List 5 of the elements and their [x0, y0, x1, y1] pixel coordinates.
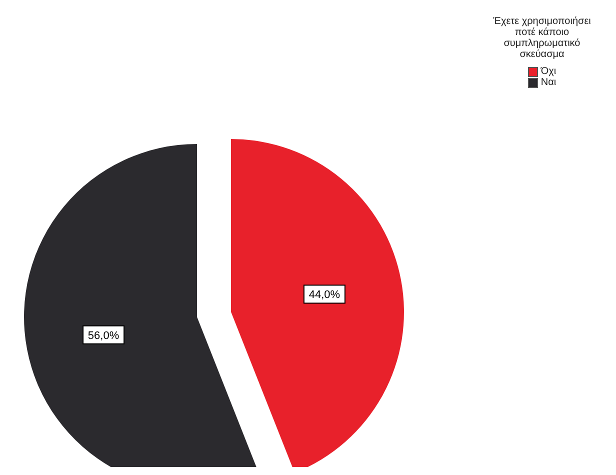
legend-title: Έχετε χρησιμοποιήσει ποτέ κάποιο συμπληρωματικό σκεύασμα	[492, 16, 592, 60]
data-label: 56,0%	[88, 330, 120, 342]
legend-label: Ναι	[540, 77, 556, 88]
legend-label: Όχι	[540, 66, 556, 77]
data-label: 44,0%	[308, 289, 340, 302]
